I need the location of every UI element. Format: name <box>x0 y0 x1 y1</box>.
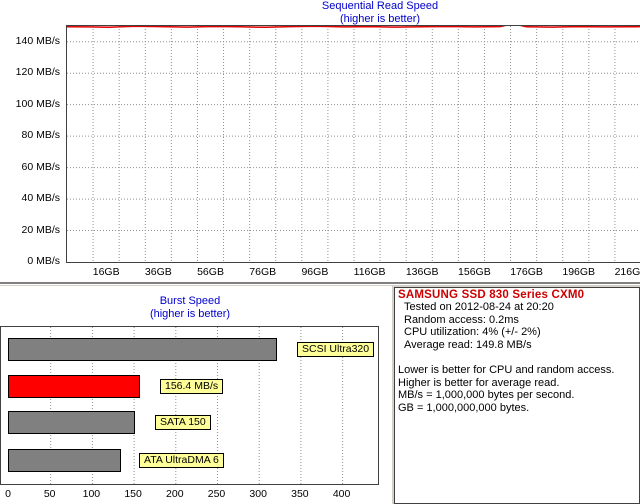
read-x-tick: 56GB <box>197 266 224 278</box>
random-access: Random access: 0.2ms <box>404 313 519 326</box>
cpu-utilization: CPU utilization: 4% (+/- 2%) <box>404 326 541 338</box>
read-x-tick: 136GB <box>405 266 439 278</box>
read-x-tick: 96GB <box>301 266 329 278</box>
read-y-tick: 0 MB/s <box>27 255 60 267</box>
read-x-tick: 16GB <box>92 266 120 278</box>
read-chart-subtitle: (higher is better) <box>339 13 421 25</box>
burst-chart-subtitle: (higher is better) <box>149 308 231 320</box>
burst-x-tick: 100 <box>82 488 101 500</box>
burst-x-tick: 300 <box>249 488 267 500</box>
burst-x-tick: 150 <box>124 488 142 500</box>
burst-x-tick: 250 <box>207 488 226 500</box>
burst-bar <box>8 338 277 361</box>
burst-bar-label: SCSI Ultra320 <box>297 342 375 357</box>
read-y-tick: 20 MB/s <box>21 223 60 236</box>
drive-info-panel: SAMSUNG SSD 830 Series CXM0 Tested on 20… <box>394 287 640 504</box>
burst-grid-svg <box>50 327 344 484</box>
note-mbps: MB/s = 1,000,000 bytes per second. <box>398 389 575 401</box>
note-lower-better: Lower is better for CPU and random acces… <box>398 364 615 376</box>
burst-x-tick: 0 <box>5 488 11 500</box>
burst-bar <box>8 449 121 472</box>
read-y-tick: 120 MB/s <box>15 66 60 79</box>
read-y-tick: 100 MB/s <box>15 97 60 110</box>
drive-name: SAMSUNG SSD 830 Series CXM0 <box>398 289 585 301</box>
read-x-tick: 76GB <box>249 266 277 278</box>
burst-bar-label: SATA 150 <box>155 415 211 430</box>
read-speed-line <box>67 26 640 29</box>
burst-chart-title: Burst Speed (higher is better) <box>110 295 270 321</box>
read-chart-title: Sequential Read Speed (higher is better) <box>250 0 510 26</box>
read-x-tick: 116GB <box>353 266 386 278</box>
burst-bar <box>8 375 141 398</box>
read-chart-title-text: Sequential Read Speed <box>321 0 439 12</box>
read-y-tick: 80 MB/s <box>21 129 60 142</box>
read-x-tick: 156GB <box>458 266 491 278</box>
tested-on: Tested on 2012-08-24 at 20:20 <box>404 301 554 313</box>
read-x-tick: 176GB <box>510 266 543 278</box>
note-gb: GB = 1,000,000,000 bytes. <box>398 401 530 414</box>
read-y-tick: 40 MB/s <box>21 192 60 205</box>
horizontal-separator <box>0 282 640 285</box>
read-y-tick: 140 MB/s <box>15 34 60 47</box>
burst-bar <box>8 411 136 434</box>
read-chart-svg <box>67 26 640 262</box>
read-x-tick: 36GB <box>144 266 172 278</box>
burst-x-tick: 50 <box>43 488 56 500</box>
read-x-tick: 196GB <box>562 266 596 278</box>
average-read: Average read: 149.8 MB/s <box>404 338 532 351</box>
burst-bar-label: 156.4 MB/s <box>160 379 224 394</box>
read-y-tick: 60 MB/s <box>21 160 60 173</box>
burst-x-tick: 350 <box>291 488 309 500</box>
burst-x-tick: 200 <box>166 488 184 500</box>
burst-x-tick: 400 <box>332 488 351 500</box>
read-chart-plot <box>66 25 640 263</box>
burst-chart-title-text: Burst Speed <box>159 295 221 307</box>
burst-bar-label: ATA UltraDMA 6 <box>139 453 224 468</box>
note-higher-better: Higher is better for average read. <box>398 376 560 389</box>
